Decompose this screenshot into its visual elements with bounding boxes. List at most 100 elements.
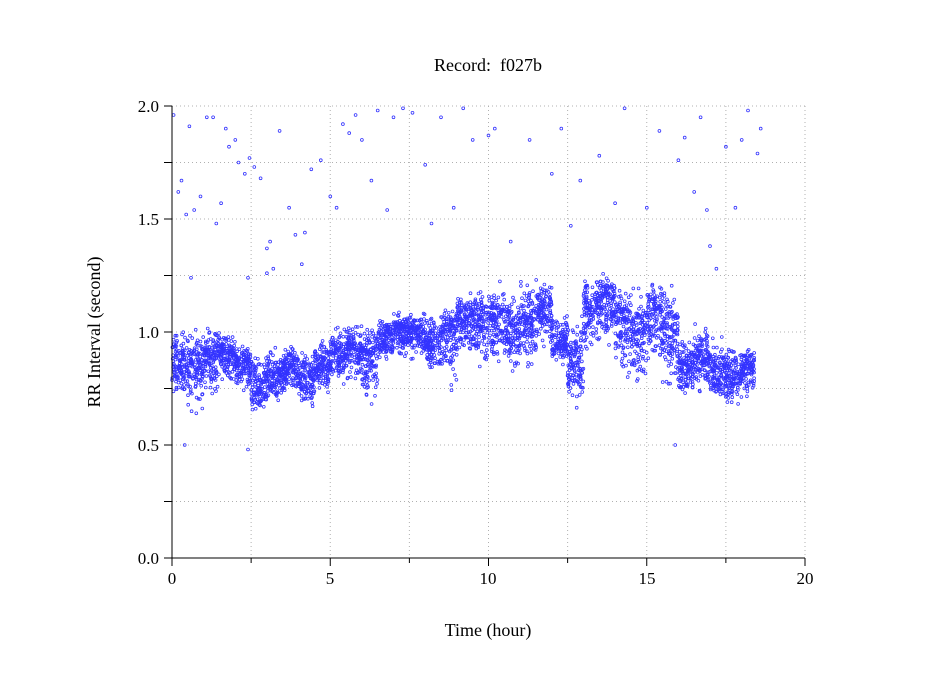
data-point xyxy=(484,348,489,352)
data-point xyxy=(399,322,403,327)
data-point xyxy=(578,385,583,389)
data-point xyxy=(309,167,314,172)
data-point xyxy=(477,340,481,345)
data-point xyxy=(734,365,738,370)
data-point xyxy=(403,354,407,359)
data-point xyxy=(393,324,397,329)
data-point xyxy=(427,340,431,344)
data-point xyxy=(189,357,193,362)
data-point xyxy=(332,352,337,356)
data-point xyxy=(591,310,596,314)
data-point xyxy=(222,368,227,372)
data-point xyxy=(214,356,219,361)
data-point xyxy=(613,346,618,351)
data-point xyxy=(170,356,175,361)
data-point xyxy=(745,357,749,361)
data-point xyxy=(659,291,663,296)
data-point xyxy=(470,138,475,142)
data-point xyxy=(410,111,415,115)
data-point xyxy=(455,313,459,318)
data-point xyxy=(466,330,471,335)
data-point xyxy=(186,339,190,344)
data-point xyxy=(213,365,218,370)
data-point xyxy=(392,336,397,341)
data-point xyxy=(429,221,434,226)
data-point xyxy=(287,373,292,378)
data-point xyxy=(603,330,608,334)
data-point xyxy=(250,385,255,390)
data-point xyxy=(176,385,181,390)
data-point xyxy=(527,293,532,298)
data-point xyxy=(534,333,538,338)
data-point xyxy=(584,300,588,305)
data-point xyxy=(193,327,198,332)
data-point xyxy=(315,374,320,378)
data-point xyxy=(599,295,604,300)
data-point xyxy=(725,368,730,373)
data-point xyxy=(566,382,570,387)
data-point xyxy=(494,298,498,303)
data-point xyxy=(625,375,630,379)
data-point xyxy=(502,320,507,324)
data-point xyxy=(308,382,312,387)
data-point xyxy=(580,370,584,375)
data-point xyxy=(240,344,245,349)
data-point xyxy=(694,377,699,381)
data-point xyxy=(176,380,181,385)
data-point xyxy=(599,283,603,288)
data-point xyxy=(549,313,554,318)
data-point xyxy=(227,349,232,354)
data-point xyxy=(384,336,389,340)
data-point xyxy=(651,302,656,306)
data-point xyxy=(522,291,527,296)
data-point xyxy=(445,335,450,340)
data-point xyxy=(650,347,655,352)
data-point xyxy=(479,316,483,320)
data-point xyxy=(581,366,586,371)
data-point xyxy=(586,320,591,325)
data-point xyxy=(654,315,659,319)
data-point xyxy=(196,396,201,401)
data-point xyxy=(476,317,480,322)
data-point xyxy=(667,359,672,364)
data-point xyxy=(250,370,255,375)
data-point xyxy=(469,311,473,315)
data-point xyxy=(650,333,655,338)
data-point xyxy=(313,371,317,375)
data-point xyxy=(623,353,628,358)
data-point xyxy=(746,361,750,366)
data-point xyxy=(700,353,704,358)
x-tick-label: 15 xyxy=(639,569,656,588)
data-point xyxy=(526,295,531,300)
data-point xyxy=(620,320,625,325)
data-point xyxy=(702,363,706,368)
data-point xyxy=(422,317,426,321)
data-point xyxy=(363,364,368,368)
data-point xyxy=(266,373,271,378)
data-point xyxy=(402,324,407,328)
data-point xyxy=(442,346,447,350)
data-point xyxy=(486,294,491,299)
data-point xyxy=(407,336,412,341)
data-point xyxy=(430,365,434,369)
data-point xyxy=(710,336,715,341)
data-point xyxy=(575,324,580,329)
data-point xyxy=(507,350,512,355)
data-point xyxy=(372,346,377,351)
data-point xyxy=(438,327,443,332)
data-point xyxy=(347,360,352,365)
data-point xyxy=(544,322,549,327)
data-point xyxy=(650,299,654,304)
data-point xyxy=(489,342,494,347)
data-point xyxy=(206,356,211,361)
data-point xyxy=(427,331,432,336)
data-point xyxy=(411,336,415,341)
data-point xyxy=(265,271,269,276)
data-point xyxy=(371,374,375,379)
data-point xyxy=(609,284,613,289)
data-point xyxy=(682,356,686,360)
data-point xyxy=(216,337,221,342)
data-point xyxy=(427,350,432,355)
data-point xyxy=(679,374,683,378)
data-point xyxy=(451,205,456,210)
